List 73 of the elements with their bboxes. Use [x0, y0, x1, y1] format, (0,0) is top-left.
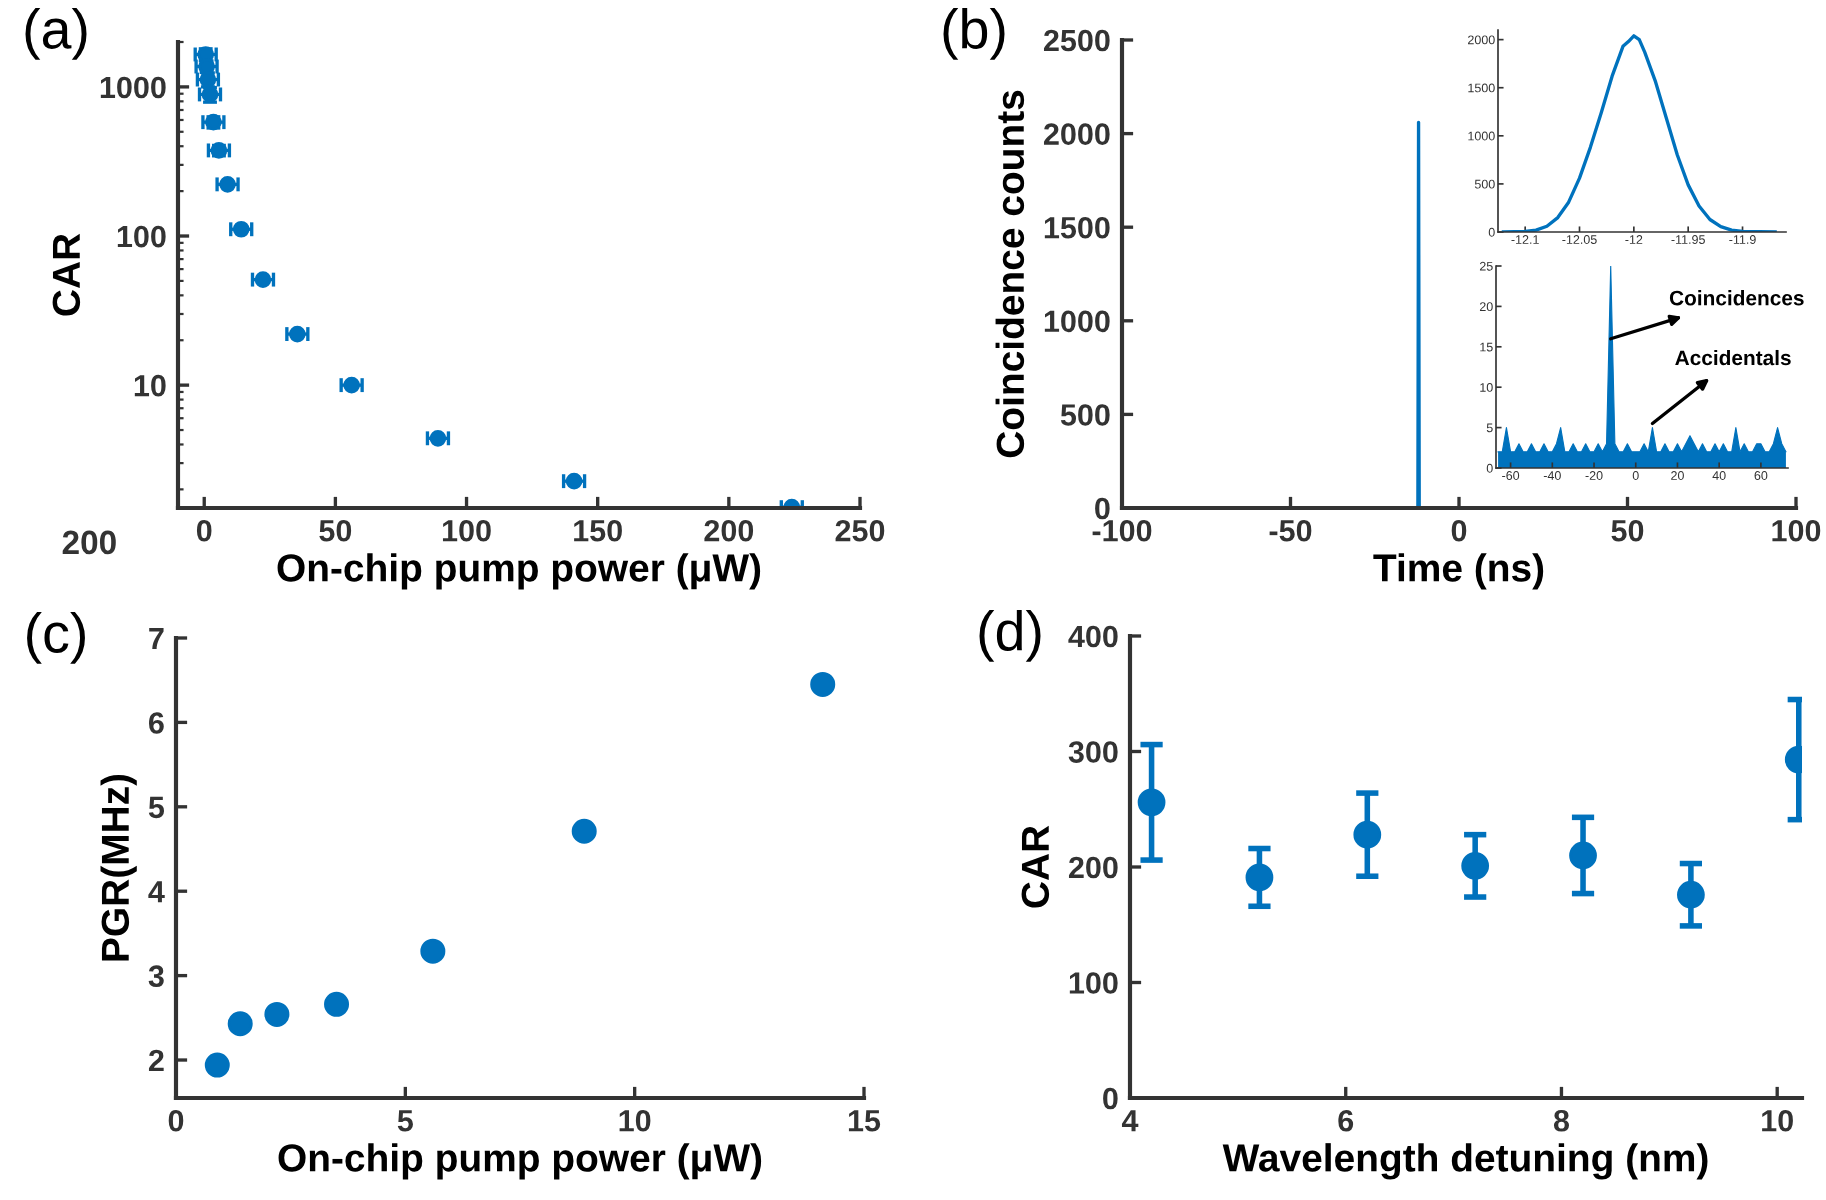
x-axis-title: On-chip pump power (μW) [278, 1143, 762, 1180]
point [324, 991, 350, 1017]
y-tick-label: 6 [149, 712, 164, 734]
point [429, 429, 447, 447]
x-tick-label: 10 [619, 1109, 651, 1132]
x-tick-label: 100 [442, 519, 491, 542]
x-tick-label: -100 [1092, 519, 1152, 542]
point [1353, 820, 1382, 849]
chart-title: (a) [25, 8, 87, 60]
point [565, 472, 583, 490]
x-tick-label: 4 [1121, 1110, 1139, 1132]
x-tick-label: 0 [168, 1109, 184, 1132]
x-tick-label: 6 [1338, 1109, 1354, 1132]
y-tick-label: 2000 [1043, 123, 1110, 145]
chart-title: (b) [943, 8, 1005, 60]
y-axis-title: CAR [52, 233, 81, 316]
y-axis-title: PGR(MHz) [100, 774, 137, 961]
x-tick-label: 10 [1762, 1109, 1793, 1132]
y-tick-label: 400 [1068, 625, 1118, 648]
x-tick-label: 200 [704, 519, 754, 542]
x-tick-label: 50 [319, 519, 352, 542]
y-tick-label: 7 [149, 628, 164, 650]
x-tick-label: 100 [1772, 519, 1821, 542]
x-tick-label: 50 [1611, 519, 1644, 542]
chart-title: (c) [27, 612, 85, 664]
x-axis-title: Time (ns) [1373, 553, 1544, 590]
y-axis-title: CAR [1021, 825, 1050, 908]
y-tick-label: 1000 [100, 76, 166, 99]
line-series [1501, 34, 1777, 232]
x-tick-label: -50 [1269, 519, 1312, 542]
x-tick-label: 250 [835, 519, 885, 542]
y-tick-label: 100 [1069, 972, 1118, 994]
point [571, 818, 597, 844]
point [227, 1011, 253, 1037]
y-tick-label: 4 [148, 881, 165, 903]
x-tick-label: 8 [1553, 1109, 1570, 1132]
x-tick-label: 15 [848, 1110, 881, 1132]
annotation: Accidentals [1675, 349, 1791, 366]
point [289, 325, 306, 343]
x-tick-label: 150 [574, 519, 622, 542]
y-tick-label: 2 [148, 1049, 164, 1072]
y-tick-label: 200 [1068, 856, 1118, 879]
x-tick-label: 0 [196, 519, 212, 542]
chart-title: (d) [979, 610, 1041, 662]
y-tick-label: 3 [148, 965, 164, 988]
y-axis-title: Coincidence counts [995, 90, 1025, 458]
point [264, 1001, 290, 1027]
point [420, 938, 446, 964]
y-tick-label: 1500 [1044, 216, 1110, 239]
point [1677, 880, 1705, 909]
x-axis-title: On-chip pump power (μW) [277, 553, 761, 590]
point [343, 376, 360, 394]
y-tick-label: 0 [1095, 497, 1110, 520]
y-tick-label: 10 [134, 374, 166, 397]
point [232, 220, 250, 238]
y-tick-label: 2500 [1043, 29, 1110, 52]
y-tick-label: 300 [1068, 741, 1118, 763]
point [254, 271, 272, 288]
point [1461, 851, 1490, 880]
x-axis-title: Wavelength detuning (nm) [1222, 1143, 1708, 1180]
y-tick-label: 500 [1060, 404, 1110, 426]
x-tick-label: 5 [397, 1110, 413, 1132]
point [204, 1052, 230, 1078]
y-tick-label: 1000 [1044, 310, 1110, 333]
point [219, 176, 236, 193]
x-tick-label: 0 [1451, 519, 1467, 542]
point [810, 671, 836, 697]
y-tick-label: 5 [148, 796, 165, 819]
point [1569, 841, 1597, 870]
point [1245, 863, 1274, 892]
annotation: Coincidences [1669, 290, 1804, 306]
point [1137, 788, 1166, 817]
y-tick-label: 0 [1103, 1087, 1118, 1110]
